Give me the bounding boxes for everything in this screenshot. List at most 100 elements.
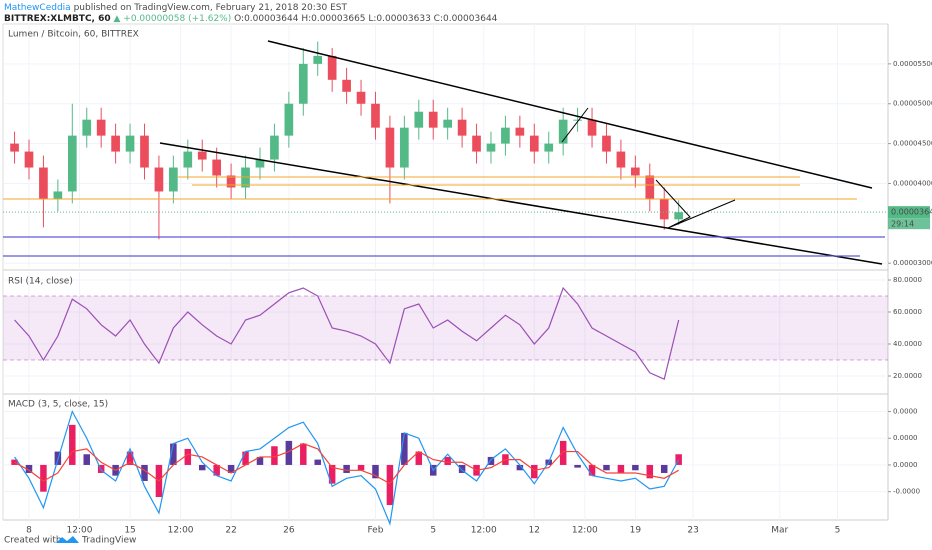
header-line: MathewCeddia published on TradingView.co…	[4, 3, 348, 13]
last-price-box	[888, 206, 930, 219]
histogram-bar	[328, 464, 336, 484]
histogram-bar	[314, 459, 321, 465]
histogram-bar	[343, 464, 350, 473]
pane-title: RSI (14, close)	[8, 277, 73, 287]
histogram-bar	[242, 451, 249, 465]
candle-body	[674, 212, 683, 220]
candle-body	[82, 119, 92, 136]
footer-brand: TradingView	[81, 536, 136, 546]
candle-body	[573, 119, 582, 121]
ohlc: O:0.00003644 H:0.00003665 L:0.00003633 C…	[234, 14, 498, 24]
histogram-bar	[531, 464, 538, 479]
candle-body	[212, 159, 222, 176]
histogram-bar	[660, 464, 668, 473]
pattern-line	[561, 107, 589, 143]
histogram-bar	[559, 440, 567, 465]
histogram-bar	[256, 456, 264, 465]
countdown-label: 29:14	[891, 220, 914, 229]
candle-body	[645, 175, 655, 200]
candle-body	[385, 127, 395, 168]
candle-body	[659, 199, 669, 220]
candle-body	[457, 119, 467, 136]
histogram-bar	[386, 464, 394, 506]
symbol: BITTREX:XLMBTC, 60	[4, 14, 111, 24]
histogram-bar	[126, 451, 134, 465]
x-tick-label: 5	[430, 526, 436, 536]
indicator-line	[14, 286, 680, 381]
last-price-label: 0.00003644	[891, 208, 932, 217]
y-tick-label: 80.0000	[893, 276, 922, 284]
candle-body	[226, 175, 236, 188]
histogram-bar	[357, 464, 365, 471]
histogram-bar	[401, 432, 408, 465]
candle-body	[544, 143, 554, 152]
indicator-line	[14, 409, 680, 526]
y-tick-label: 0.0000	[893, 434, 918, 442]
x-tick-label: 12:00	[168, 526, 194, 536]
histogram-bar	[170, 443, 177, 465]
candle-body	[587, 119, 597, 136]
candle-body	[529, 135, 539, 152]
candle-body	[154, 167, 164, 192]
histogram-bar	[646, 464, 654, 479]
candle-body	[486, 143, 496, 152]
histogram-bar	[184, 448, 192, 465]
x-tick-label: 22	[225, 526, 236, 536]
y-tick-label: 40.0000	[893, 340, 922, 348]
x-tick-label: Feb	[368, 526, 384, 536]
drawings	[3, 40, 885, 265]
logo	[56, 536, 79, 543]
candle-body	[602, 135, 611, 152]
candle-body	[298, 63, 308, 104]
candle-body	[10, 143, 19, 152]
histogram-bar	[444, 456, 451, 465]
histogram-bar	[69, 424, 76, 465]
x-tick-label: 5	[835, 526, 841, 536]
histogram-bar	[415, 451, 423, 465]
histogram-bar	[83, 454, 90, 465]
y-tick-label: 0.00003000	[893, 259, 932, 267]
x-tick-label: 23	[687, 526, 698, 536]
y-tick-label: 0.00004000	[893, 179, 932, 187]
rsi-band	[3, 296, 888, 360]
histogram-bar	[574, 464, 581, 468]
x-tick-label: 12:00	[572, 526, 598, 536]
x-tick-label: 19	[630, 526, 642, 536]
x-tick-label: 12:00	[67, 526, 93, 536]
candle-body	[400, 127, 409, 168]
y-tick-label: 0.0000	[893, 408, 918, 416]
candle-body	[371, 103, 380, 128]
candle-body	[631, 167, 640, 176]
candle-body	[428, 111, 438, 128]
y-tick-label: 60.0000	[893, 308, 922, 316]
trend-line	[159, 142, 883, 265]
histogram-bar	[516, 464, 524, 471]
histogram-bar	[25, 464, 33, 473]
y-tick-label: 0.00004500	[893, 140, 932, 148]
candle-body	[327, 55, 337, 80]
candle-body	[443, 119, 452, 128]
indicator-line	[14, 442, 679, 485]
histogram-bar	[300, 443, 307, 465]
change: ▲ +0.00000058 (+1.62%)	[114, 14, 232, 24]
footer: Created with TradingView	[4, 536, 136, 546]
candle-body	[140, 135, 149, 168]
candle-body	[313, 55, 323, 64]
x-tick-label: 15	[124, 526, 135, 536]
y-tick-label: -0.0000	[893, 488, 920, 496]
candle-body	[197, 151, 207, 160]
candle-body	[515, 127, 525, 136]
plot: 8 12:00 15 12:00 22 26 Feb 5 12:00 12 12:00 19 23 Mar…	[3, 24, 932, 536]
candle-body	[414, 111, 424, 128]
candle-body	[39, 167, 48, 200]
panes	[2, 23, 889, 521]
y-tick-label: 0.0000	[893, 461, 918, 469]
published: published on TradingView.com, February 2…	[74, 3, 348, 13]
histogram-bar	[285, 440, 293, 465]
x-tick-label: 12	[529, 526, 540, 536]
countdown-box	[888, 218, 930, 230]
pane-title: Lumen / Bitcoin, 60, BITTREX	[8, 30, 139, 40]
histogram-bar	[141, 464, 148, 481]
